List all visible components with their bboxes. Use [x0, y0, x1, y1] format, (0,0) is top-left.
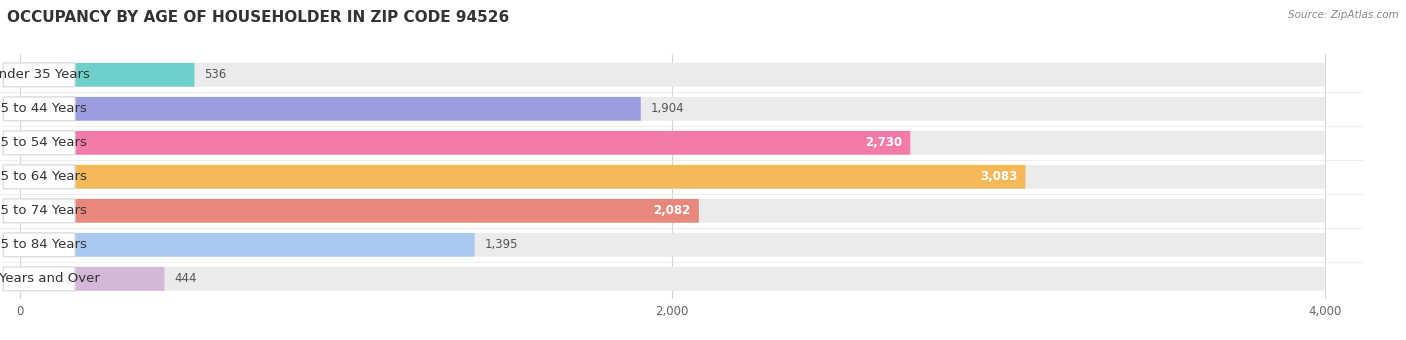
Text: 75 to 84 Years: 75 to 84 Years [0, 238, 87, 251]
Text: 1,904: 1,904 [651, 102, 685, 115]
FancyBboxPatch shape [3, 165, 75, 189]
FancyBboxPatch shape [20, 199, 699, 223]
FancyBboxPatch shape [20, 165, 1025, 189]
Text: 3,083: 3,083 [980, 170, 1018, 183]
Text: 536: 536 [204, 68, 226, 81]
FancyBboxPatch shape [3, 97, 75, 121]
FancyBboxPatch shape [3, 267, 75, 291]
FancyBboxPatch shape [20, 233, 1324, 257]
Text: Source: ZipAtlas.com: Source: ZipAtlas.com [1288, 10, 1399, 20]
FancyBboxPatch shape [3, 233, 75, 257]
Text: 65 to 74 Years: 65 to 74 Years [0, 204, 87, 217]
FancyBboxPatch shape [20, 199, 1324, 223]
Text: Under 35 Years: Under 35 Years [0, 68, 90, 81]
FancyBboxPatch shape [20, 267, 165, 291]
Text: 85 Years and Over: 85 Years and Over [0, 272, 100, 285]
FancyBboxPatch shape [20, 131, 910, 155]
FancyBboxPatch shape [20, 165, 1324, 189]
Text: 55 to 64 Years: 55 to 64 Years [0, 170, 87, 183]
FancyBboxPatch shape [20, 63, 194, 87]
FancyBboxPatch shape [3, 199, 75, 223]
FancyBboxPatch shape [20, 97, 1324, 121]
FancyBboxPatch shape [3, 63, 75, 87]
FancyBboxPatch shape [20, 233, 475, 257]
Text: 2,082: 2,082 [654, 204, 690, 217]
Text: 45 to 54 Years: 45 to 54 Years [0, 136, 87, 149]
Text: 2,730: 2,730 [865, 136, 903, 149]
FancyBboxPatch shape [20, 63, 1324, 87]
FancyBboxPatch shape [20, 131, 1324, 155]
FancyBboxPatch shape [3, 131, 75, 155]
FancyBboxPatch shape [20, 267, 1324, 291]
Text: 35 to 44 Years: 35 to 44 Years [0, 102, 87, 115]
Text: OCCUPANCY BY AGE OF HOUSEHOLDER IN ZIP CODE 94526: OCCUPANCY BY AGE OF HOUSEHOLDER IN ZIP C… [7, 10, 509, 25]
FancyBboxPatch shape [20, 97, 641, 121]
Text: 1,395: 1,395 [485, 238, 517, 251]
Text: 444: 444 [174, 272, 197, 285]
